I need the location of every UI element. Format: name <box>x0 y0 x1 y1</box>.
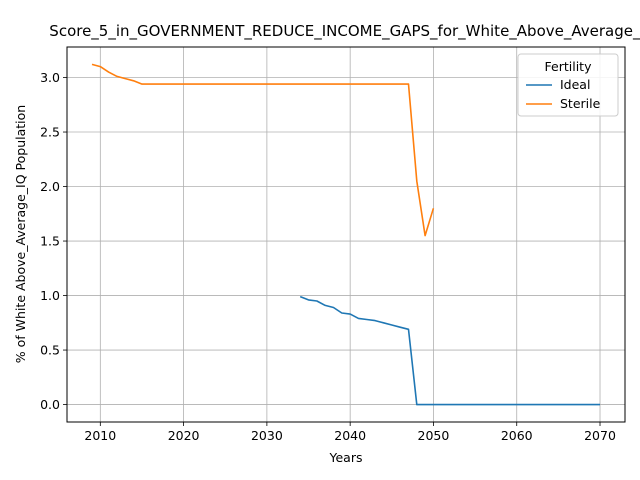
series-lines <box>91 63 600 406</box>
x-tick-label: 2020 <box>168 428 200 443</box>
x-tick-label: 2070 <box>584 428 616 443</box>
legend: Fertility Ideal Sterile <box>517 53 619 117</box>
legend-entry-sterile: Sterile <box>560 96 601 111</box>
x-tick-label: 2010 <box>84 428 116 443</box>
x-tick-label: 2050 <box>418 428 450 443</box>
y-tick-label: 1.5 <box>40 234 60 249</box>
chart-title: Score_5_in_GOVERNMENT_REDUCE_INCOME_GAPS… <box>49 22 640 41</box>
x-tick-label: 2040 <box>334 428 366 443</box>
x-tick-label: 2060 <box>501 428 533 443</box>
y-tick-label: 2.0 <box>40 179 60 194</box>
y-tick-label: 3.0 <box>40 70 60 85</box>
plot-area-frame <box>66 46 626 423</box>
x-tick-label: 2030 <box>251 428 283 443</box>
grid-lines <box>67 47 625 422</box>
x-axis-label: Years <box>329 450 363 465</box>
series-line-ideal <box>299 295 600 406</box>
legend-box <box>517 53 619 117</box>
series-line-sterile <box>91 63 435 237</box>
y-tick-label: 2.5 <box>40 125 60 140</box>
y-axis-label: % of White Above_Average_IQ Population <box>13 105 28 363</box>
legend-entry-ideal: Ideal <box>560 77 590 92</box>
axis-ticks: 2010 2020 2030 2040 2050 2060 2070 0.0 0.5 1.0 1.5… <box>40 70 616 443</box>
y-tick-label: 0.5 <box>40 343 60 358</box>
y-tick-label: 0.0 <box>40 397 60 412</box>
legend-title: Fertility <box>545 59 593 74</box>
y-tick-label: 1.0 <box>40 288 60 303</box>
